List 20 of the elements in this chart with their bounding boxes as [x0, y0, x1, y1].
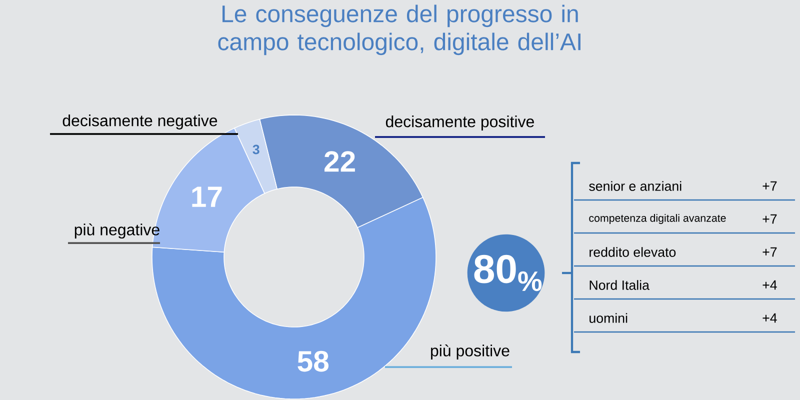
- slice-label: più negative: [74, 223, 160, 239]
- data-label: 58: [298, 350, 329, 372]
- data-label: 3: [252, 144, 260, 154]
- data-label: 22: [324, 151, 355, 172]
- slice-label: decisamente negative: [62, 114, 218, 130]
- text: +7: [762, 181, 777, 191]
- text: 80$_{%}$: [474, 254, 542, 292]
- category-label: senior e anziani: [589, 181, 682, 191]
- category-label: reddito elevato: [590, 247, 676, 257]
- slice-label: decisamente positive: [386, 116, 534, 130]
- category-label: competenza digitali avanzate: [589, 214, 726, 224]
- text: +4: [762, 280, 777, 290]
- chart-title: Le conseguenze del progresso in campo tecnologico, digitale dell’AI: [218, 4, 580, 56]
- category-label: Nord Italia: [590, 280, 650, 290]
- slice-label: più positive: [431, 344, 510, 360]
- text: +7: [762, 214, 777, 224]
- text: +4: [762, 313, 777, 323]
- text: +7: [762, 247, 777, 257]
- category-label: uomini: [590, 313, 628, 323]
- data-label: 17: [192, 186, 222, 207]
